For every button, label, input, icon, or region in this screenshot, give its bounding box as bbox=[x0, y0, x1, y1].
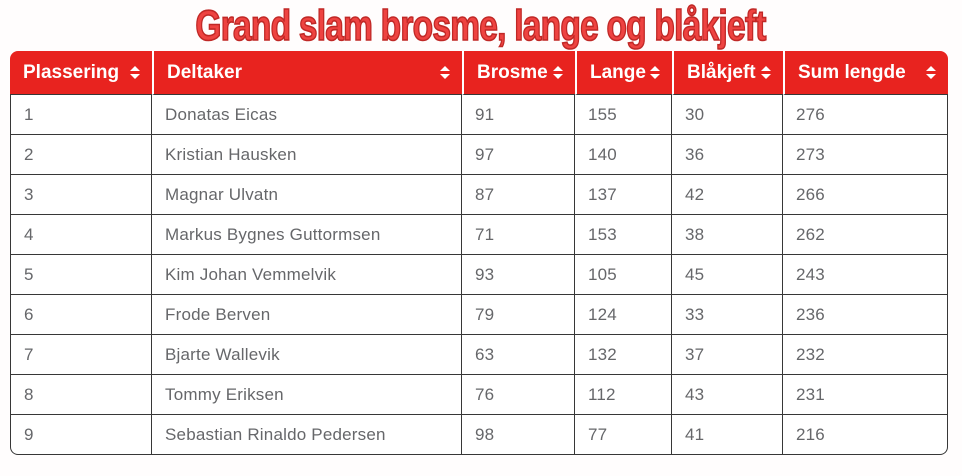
cell-sum-lengde: 266 bbox=[783, 175, 948, 215]
cell-deltaker: Frode Berven bbox=[152, 295, 462, 335]
table-row: 5 Kim Johan Vemmelvik 93 105 45 243 bbox=[10, 255, 948, 295]
cell-sum-lengde: 273 bbox=[783, 135, 948, 175]
cell-brosme: 79 bbox=[462, 295, 575, 335]
cell-deltaker: Bjarte Wallevik bbox=[152, 335, 462, 375]
cell-lange: 105 bbox=[575, 255, 672, 295]
sort-icon bbox=[650, 66, 660, 79]
cell-plassering: 9 bbox=[10, 415, 152, 455]
cell-sum-lengde: 236 bbox=[783, 295, 948, 335]
cell-brosme: 63 bbox=[462, 335, 575, 375]
cell-deltaker: Markus Bygnes Guttormsen bbox=[152, 215, 462, 255]
cell-lange: 124 bbox=[575, 295, 672, 335]
cell-sum-lengde: 231 bbox=[783, 375, 948, 415]
cell-blakjeft: 30 bbox=[672, 95, 783, 135]
cell-sum-lengde: 216 bbox=[783, 415, 948, 455]
table-row: 3 Magnar Ulvatn 87 137 42 266 bbox=[10, 175, 948, 215]
cell-lange: 155 bbox=[575, 95, 672, 135]
cell-plassering: 5 bbox=[10, 255, 152, 295]
cell-plassering: 8 bbox=[10, 375, 152, 415]
sort-icon bbox=[440, 66, 450, 79]
cell-blakjeft: 42 bbox=[672, 175, 783, 215]
results-table-container: Plassering Deltaker Brosme bbox=[10, 51, 948, 455]
cell-brosme: 93 bbox=[462, 255, 575, 295]
cell-deltaker: Magnar Ulvatn bbox=[152, 175, 462, 215]
column-header-label: Plassering bbox=[23, 61, 120, 83]
cell-lange: 77 bbox=[575, 415, 672, 455]
cell-sum-lengde: 243 bbox=[783, 255, 948, 295]
cell-blakjeft: 36 bbox=[672, 135, 783, 175]
column-header-deltaker[interactable]: Deltaker bbox=[152, 51, 462, 95]
sort-icon bbox=[130, 66, 140, 79]
cell-plassering: 2 bbox=[10, 135, 152, 175]
cell-plassering: 6 bbox=[10, 295, 152, 335]
cell-blakjeft: 45 bbox=[672, 255, 783, 295]
cell-deltaker: Kristian Hausken bbox=[152, 135, 462, 175]
column-header-lange[interactable]: Lange bbox=[575, 51, 672, 95]
table-body: 1 Donatas Eicas 91 155 30 276 2 Kristian… bbox=[10, 95, 948, 455]
sort-icon bbox=[761, 66, 771, 79]
table-row: 7 Bjarte Wallevik 63 132 37 232 bbox=[10, 335, 948, 375]
column-header-plassering[interactable]: Plassering bbox=[10, 51, 152, 95]
cell-brosme: 91 bbox=[462, 95, 575, 135]
cell-brosme: 98 bbox=[462, 415, 575, 455]
column-header-label: Sum lengde bbox=[798, 61, 906, 83]
column-header-blakjeft[interactable]: Blåkjeft bbox=[672, 51, 783, 95]
table-row: 4 Markus Bygnes Guttormsen 71 153 38 262 bbox=[10, 215, 948, 255]
cell-sum-lengde: 262 bbox=[783, 215, 948, 255]
cell-lange: 153 bbox=[575, 215, 672, 255]
cell-brosme: 97 bbox=[462, 135, 575, 175]
cell-lange: 132 bbox=[575, 335, 672, 375]
cell-deltaker: Sebastian Rinaldo Pedersen bbox=[152, 415, 462, 455]
column-header-label: Blåkjeft bbox=[687, 61, 756, 83]
cell-lange: 140 bbox=[575, 135, 672, 175]
page-title-wrap: Grand slam brosme, lange og blåkjeft bbox=[0, 1, 962, 51]
cell-brosme: 71 bbox=[462, 215, 575, 255]
cell-plassering: 3 bbox=[10, 175, 152, 215]
column-header-label: Lange bbox=[590, 61, 646, 83]
cell-plassering: 7 bbox=[10, 335, 152, 375]
cell-sum-lengde: 232 bbox=[783, 335, 948, 375]
cell-blakjeft: 38 bbox=[672, 215, 783, 255]
sort-icon bbox=[553, 66, 563, 79]
results-table: Plassering Deltaker Brosme bbox=[10, 51, 948, 455]
cell-deltaker: Kim Johan Vemmelvik bbox=[152, 255, 462, 295]
table-row: 1 Donatas Eicas 91 155 30 276 bbox=[10, 95, 948, 135]
table-row: 6 Frode Berven 79 124 33 236 bbox=[10, 295, 948, 335]
cell-deltaker: Tommy Eriksen bbox=[152, 375, 462, 415]
cell-plassering: 4 bbox=[10, 215, 152, 255]
cell-blakjeft: 37 bbox=[672, 335, 783, 375]
cell-sum-lengde: 276 bbox=[783, 95, 948, 135]
column-header-label: Brosme bbox=[477, 61, 548, 83]
column-header-label: Deltaker bbox=[167, 61, 242, 83]
cell-brosme: 76 bbox=[462, 375, 575, 415]
sort-icon bbox=[926, 66, 936, 79]
table-header: Plassering Deltaker Brosme bbox=[10, 51, 948, 95]
column-header-sum-lengde[interactable]: Sum lengde bbox=[783, 51, 948, 95]
cell-blakjeft: 33 bbox=[672, 295, 783, 335]
cell-blakjeft: 41 bbox=[672, 415, 783, 455]
table-row: 8 Tommy Eriksen 76 112 43 231 bbox=[10, 375, 948, 415]
cell-brosme: 87 bbox=[462, 175, 575, 215]
table-header-row: Plassering Deltaker Brosme bbox=[10, 51, 948, 95]
cell-lange: 112 bbox=[575, 375, 672, 415]
cell-lange: 137 bbox=[575, 175, 672, 215]
cell-blakjeft: 43 bbox=[672, 375, 783, 415]
table-row: 9 Sebastian Rinaldo Pedersen 98 77 41 21… bbox=[10, 415, 948, 455]
cell-plassering: 1 bbox=[10, 95, 152, 135]
table-row: 2 Kristian Hausken 97 140 36 273 bbox=[10, 135, 948, 175]
column-header-brosme[interactable]: Brosme bbox=[462, 51, 575, 95]
page-title: Grand slam brosme, lange og blåkjeft bbox=[195, 1, 767, 51]
cell-deltaker: Donatas Eicas bbox=[152, 95, 462, 135]
